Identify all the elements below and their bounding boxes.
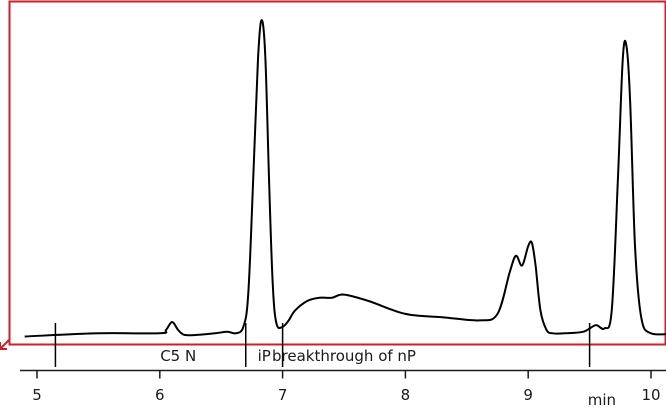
x-tick-label-0: 5 (32, 386, 42, 404)
x-tick-label-5: 10 (641, 386, 660, 404)
x-tick-label-3: 8 (401, 386, 411, 404)
segment-markers (54, 323, 591, 367)
x-axis-ticks (36, 370, 652, 379)
frame-corner-arrow (0, 339, 10, 350)
chart-frame (8, 0, 666, 346)
x-axis-tick-labels: 5 6 7 8 9 10 (32, 386, 660, 404)
segment-labels: C5 N iP breakthrough of nP (160, 347, 416, 365)
x-axis-unit-label: min (588, 391, 616, 409)
x-tick-label-4: 9 (523, 386, 533, 404)
chromatogram-trace (24, 19, 666, 338)
x-tick-label-1: 6 (155, 386, 165, 404)
segment-label-0: C5 N (160, 347, 196, 365)
x-tick-label-2: 7 (278, 386, 288, 404)
segment-label-1: iP (258, 347, 271, 365)
segment-label-2: breakthrough of nP (272, 347, 416, 365)
